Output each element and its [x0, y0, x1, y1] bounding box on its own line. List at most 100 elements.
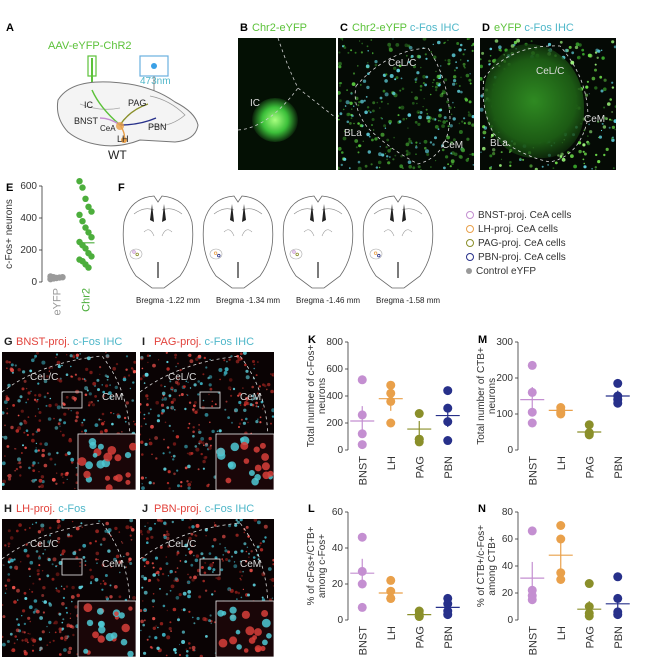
speckle-dot: [236, 598, 238, 600]
speckle-dot: [6, 640, 10, 643]
speckle-dot: [131, 368, 135, 371]
speckle-dot: [25, 387, 28, 390]
micrograph-overlay: [2, 522, 136, 657]
speckle-dot: [267, 567, 272, 571]
speckle-dot: [370, 39, 373, 41]
speckle-dot: [248, 552, 250, 555]
speckle-dot: [193, 575, 197, 580]
speckle-dot: [188, 526, 191, 529]
speckle-dot: [272, 558, 274, 562]
speckle-dot: [211, 429, 215, 434]
speckle-dot: [599, 75, 603, 79]
speckle-dot: [206, 484, 210, 488]
speckle-dot: [463, 117, 466, 120]
speckle-dot: [416, 54, 421, 59]
speckle-dot: [38, 393, 42, 397]
speckle-dot: [105, 384, 109, 388]
speckle-dot: [186, 480, 189, 483]
speckle-dot: [197, 468, 200, 471]
speckle-dot: [263, 384, 267, 388]
speckle-dot: [188, 364, 191, 366]
speckle-dot: [84, 564, 87, 566]
speckle-dot: [23, 622, 27, 626]
ventricle: [162, 204, 166, 222]
speckle-dot: [168, 424, 171, 427]
speckle-dot: [182, 591, 187, 596]
speckle-dot: [453, 75, 457, 79]
zoom-box: [61, 558, 83, 576]
speckle-dot: [420, 169, 422, 170]
speckle-dot: [379, 107, 381, 109]
speckle-dot: [40, 527, 45, 532]
speckle-dot: [60, 554, 62, 556]
speckle-dot: [37, 530, 42, 534]
inset-cell: [129, 442, 136, 451]
speckle-dot: [432, 55, 437, 60]
region-label-cem: CeM: [240, 392, 262, 403]
speckle-dot: [38, 478, 43, 483]
speckle-dot: [586, 80, 589, 83]
speckle-dot: [99, 430, 104, 434]
zoom-box: [199, 558, 221, 576]
speckle-dot: [44, 442, 48, 446]
speckle-dot: [188, 642, 191, 645]
speckle-dot: [10, 425, 14, 430]
speckle-dot: [419, 88, 423, 92]
category-label: BNST: [527, 456, 539, 486]
speckle-dot: [467, 111, 470, 114]
speckle-dot: [432, 117, 435, 121]
data-point: [88, 208, 95, 215]
category-label: PBN: [443, 626, 455, 649]
speckle-dot: [611, 111, 613, 113]
region-label-cem: CeM: [102, 392, 124, 403]
speckle-dot: [205, 635, 208, 638]
speckle-dot: [144, 609, 146, 612]
speckle-dot: [24, 638, 29, 642]
legend-label: Control eYFP: [476, 266, 537, 277]
speckle-dot: [577, 55, 581, 60]
speckle-dot: [132, 370, 136, 374]
speckle-dot: [408, 164, 412, 169]
speckle-dot: [427, 119, 431, 123]
speckle-dot: [21, 615, 23, 617]
speckle-dot: [191, 645, 196, 650]
speckle-dot: [165, 562, 169, 565]
speckle-dot: [19, 474, 22, 477]
speckle-dot: [144, 372, 149, 377]
speckle-dot: [14, 364, 17, 367]
data-point: [79, 184, 86, 191]
speckle-dot: [466, 137, 470, 141]
y-axis-label: c-Fos+ neurons: [4, 199, 15, 269]
speckle-dot: [37, 449, 40, 452]
speckle-dot: [35, 550, 39, 553]
speckle-dot: [354, 139, 359, 143]
speckle-dot: [32, 644, 34, 647]
speckle-dot: [338, 61, 342, 66]
speckle-dot: [169, 380, 172, 383]
speckle-dot: [414, 81, 417, 83]
speckle-dot: [72, 551, 77, 556]
speckle-dot: [195, 357, 199, 361]
speckle-dot: [2, 413, 4, 415]
category-label: Chr2: [81, 288, 93, 312]
category-label: LH: [556, 626, 568, 640]
speckle-dot: [422, 38, 427, 41]
speckle-dot: [43, 600, 47, 604]
micrograph-chr2-cfos: CeL/C BLa CeM: [338, 38, 474, 170]
speckle-dot: [400, 154, 403, 158]
cea-outline: [209, 248, 223, 260]
speckle-dot: [187, 426, 190, 429]
speckle-dot: [75, 481, 79, 484]
speckle-dot: [255, 405, 258, 408]
speckle-dot: [89, 582, 93, 585]
inset-cell: [125, 479, 131, 485]
data-point: [386, 380, 396, 390]
speckle-dot: [447, 39, 449, 42]
speckle-dot: [362, 140, 364, 142]
speckle-dot: [271, 408, 274, 413]
speckle-dot: [366, 45, 369, 48]
speckle-dot: [382, 89, 386, 93]
inset-cell: [97, 635, 105, 643]
speckle-dot: [614, 129, 616, 131]
speckle-dot: [252, 360, 255, 363]
